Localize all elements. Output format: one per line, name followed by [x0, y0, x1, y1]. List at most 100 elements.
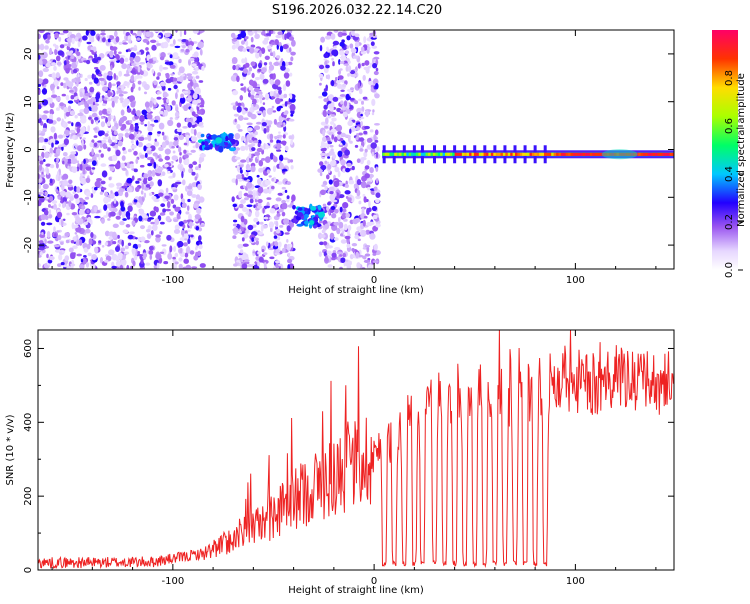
- spectrogram-cell: [110, 39, 115, 43]
- spectrogram-cell: [238, 115, 244, 121]
- spectrogram-cell: [374, 123, 380, 126]
- spectrogram-cell: [186, 158, 190, 166]
- spectrogram-cell: [548, 152, 552, 156]
- spectrogram-cell: [269, 256, 275, 260]
- spectrogram-cell: [53, 226, 56, 233]
- spectrogram-cell: [67, 81, 74, 88]
- spectrogram-cell: [449, 152, 453, 156]
- spectrogram-cell: [339, 142, 343, 146]
- spectrogram-cell: [339, 61, 345, 64]
- spectrogram-cell: [193, 56, 199, 63]
- spectrogram-cell: [169, 54, 173, 59]
- spectrogram-cell: [257, 186, 264, 194]
- spectrogram-cell: [189, 117, 194, 123]
- spectrogram-cell: [83, 201, 88, 205]
- spectrogram-cell: [46, 196, 50, 200]
- spectrogram-cell: [144, 124, 148, 127]
- spectrogram-cell: [359, 148, 364, 152]
- spectrogram-cell: [288, 135, 293, 140]
- spectrogram-cell: [66, 158, 72, 164]
- spectrogram-cells: [38, 30, 674, 269]
- spectrogram-cell: [201, 141, 205, 146]
- spectrogram-cell: [47, 30, 54, 33]
- spectrogram-cell: [38, 173, 41, 180]
- spectrogram-cell: [48, 256, 55, 261]
- spectrogram-cell: [339, 206, 343, 213]
- spectrogram-cell: [587, 152, 591, 156]
- spectrogram-cell: [145, 262, 151, 266]
- spectrogram-cell: [185, 211, 190, 215]
- spectrogram-cell: [140, 236, 146, 243]
- spectrogram-cell: [231, 178, 237, 184]
- spectrogram-cell: [173, 140, 179, 147]
- spectrogram-cell: [364, 148, 368, 153]
- spectrogram-cell: [324, 60, 328, 66]
- spectrogram-cell: [136, 254, 144, 257]
- spectrogram-cell: [265, 241, 269, 247]
- spectrogram-cell: [281, 202, 288, 210]
- spectrogram-cell: [245, 40, 249, 47]
- snr-series-line: [38, 330, 674, 570]
- spectrogram-cell: [273, 235, 278, 239]
- spectrogram-cell: [230, 75, 238, 82]
- spectrogram-cell: [330, 223, 334, 227]
- spectrogram-cell: [71, 61, 78, 69]
- spectrogram-cell: [284, 61, 289, 67]
- spectrogram-cell: [355, 136, 359, 141]
- spectrogram-cell: [255, 52, 260, 59]
- spectrogram-cell: [356, 262, 361, 269]
- spectrogram-cell: [73, 185, 77, 193]
- spectrogram-cell: [527, 152, 530, 156]
- spectrogram-cell: [127, 242, 132, 246]
- spectrogram-cell: [349, 128, 352, 134]
- spectrogram-cell: [254, 210, 260, 218]
- spectrogram-cell: [55, 55, 61, 62]
- spectrogram-cell: [62, 202, 66, 209]
- spectrogram-cell: [360, 46, 365, 52]
- spectrogram-feature: [230, 30, 296, 269]
- spectrogram-cell: [185, 246, 191, 254]
- spectrogram-cell: [182, 224, 186, 229]
- spectrogram-cell: [88, 116, 92, 120]
- y-tick-label: 0: [23, 567, 34, 573]
- spectrogram-cell: [165, 208, 171, 212]
- spectrogram-cell: [281, 247, 286, 253]
- spectrogram-cell: [256, 174, 260, 178]
- spectrogram-cell: [269, 79, 274, 85]
- spectrogram-cell: [517, 152, 521, 156]
- spectrogram-cell: [284, 33, 287, 41]
- spectrogram-cell: [373, 51, 380, 55]
- spectrogram-cell: [473, 152, 477, 156]
- spectrogram-cell: [233, 113, 239, 117]
- spectrogram-cell: [67, 165, 70, 170]
- spectrogram-cell: [56, 230, 60, 233]
- spectrogram-cell: [173, 229, 181, 234]
- spectrogram-cell: [577, 152, 581, 156]
- spectrogram-cell: [330, 79, 335, 87]
- spectrogram-cell: [65, 191, 71, 198]
- spectrogram-cell: [94, 53, 98, 59]
- spectrogram-cell: [240, 169, 243, 174]
- spectrogram-cell: [161, 141, 167, 149]
- spectrogram-cell: [69, 89, 74, 93]
- spectrogram-cell: [192, 161, 198, 166]
- spectrogram-cell: [163, 41, 169, 49]
- spectrogram-cell: [119, 117, 125, 124]
- spectrogram-cell: [241, 40, 245, 45]
- spectrogram-cell: [403, 152, 407, 156]
- spectrogram-cell: [110, 64, 113, 71]
- spectrogram-cell: [106, 121, 111, 127]
- spectrogram-cell: [41, 58, 48, 65]
- spectrogram-cell: [119, 97, 124, 102]
- spectrogram-cell: [161, 131, 165, 136]
- spectrogram-cell: [63, 121, 66, 129]
- spectrogram-cell: [89, 86, 95, 93]
- spectrogram-cell: [195, 166, 199, 171]
- spectrogram-cell: [282, 140, 287, 146]
- spectrogram-cell: [166, 234, 172, 241]
- spectrogram-cell: [363, 196, 367, 203]
- spectrogram-cell: [303, 213, 309, 219]
- spectrogram-cell: [282, 191, 285, 195]
- spectrogram-cell: [240, 83, 244, 86]
- spectrogram-cell: [536, 152, 540, 156]
